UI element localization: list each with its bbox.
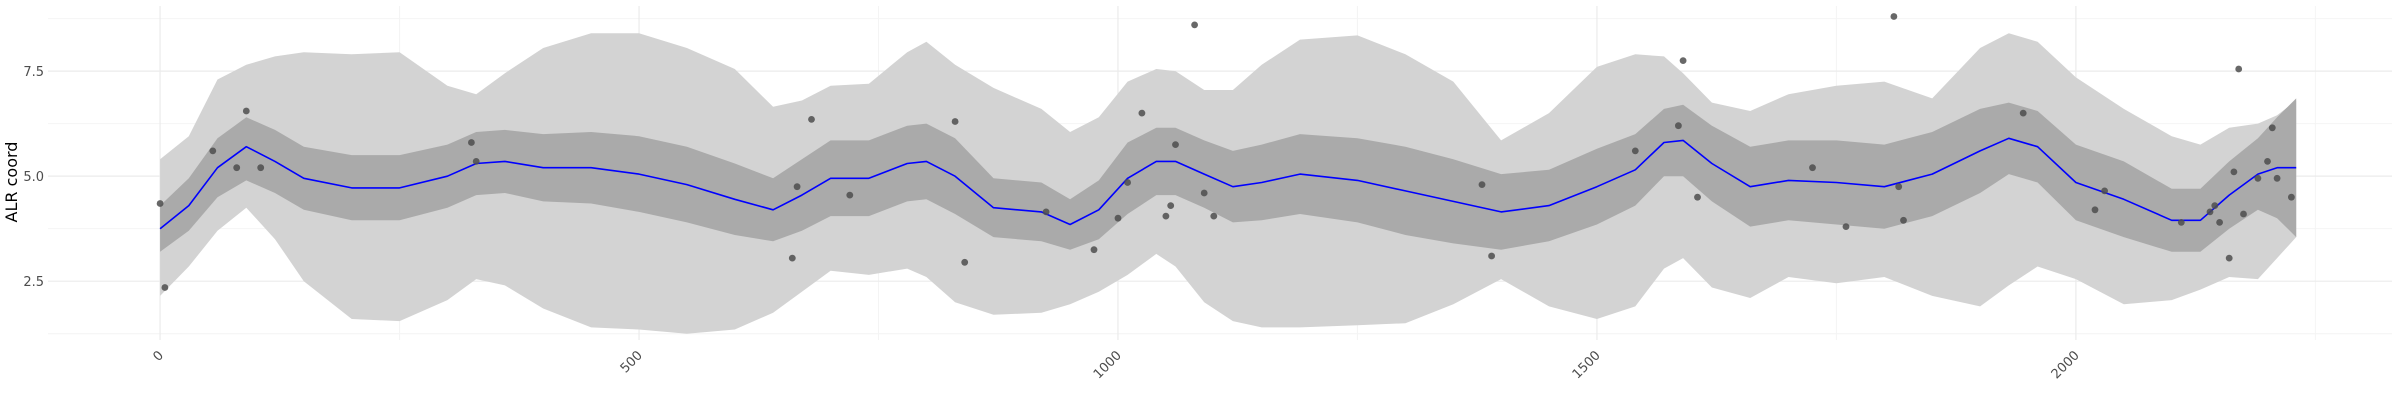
data-point: [242, 107, 250, 115]
data-point: [1842, 223, 1850, 231]
data-point: [2019, 109, 2027, 117]
data-point: [1890, 13, 1898, 20]
data-point: [1895, 183, 1903, 191]
data-point: [808, 116, 815, 123]
data-point: [846, 191, 854, 199]
x-axis-ticks: 0 500 1000 1500 2000: [150, 348, 2082, 382]
fit-line: [159, 137, 2297, 230]
data-point: [961, 258, 969, 266]
data-point: [1090, 246, 1098, 254]
data-point: [257, 164, 265, 172]
data-point: [1631, 147, 1639, 155]
data-point: [2216, 219, 2224, 226]
data-point: [2101, 187, 2109, 195]
data-point: [788, 254, 796, 262]
data-point: [1172, 141, 1179, 149]
x-tick-label: 0: [150, 348, 166, 364]
x-tick-label: 1500: [1570, 348, 1604, 382]
data-points: [156, 13, 2295, 291]
x-tick-label: 2000: [2049, 348, 2083, 382]
data-point: [1675, 122, 1682, 130]
data-point: [2177, 219, 2185, 226]
data-point: [2230, 168, 2238, 176]
data-point: [2240, 210, 2247, 218]
data-point: [1210, 212, 1218, 220]
data-point: [2268, 124, 2276, 132]
data-point: [1809, 164, 1816, 172]
x-tick-label: 1000: [1091, 348, 1125, 382]
data-point: [1200, 189, 1208, 197]
data-point: [1694, 193, 1701, 201]
data-point: [1167, 202, 1175, 210]
data-point: [2206, 208, 2214, 216]
data-point: [2091, 206, 2099, 214]
confidence-bands: [160, 33, 2297, 334]
y-tick-label: 5.0: [23, 170, 44, 185]
data-point: [1478, 181, 1486, 189]
y-tick-label: 7.5: [23, 65, 44, 80]
data-point: [2288, 193, 2295, 201]
data-point: [2225, 254, 2233, 262]
data-point: [1138, 109, 1146, 117]
data-point: [1124, 179, 1131, 186]
data-point: [161, 284, 169, 291]
data-point: [2254, 174, 2262, 182]
data-point: [1191, 21, 1198, 29]
data-point: [793, 183, 801, 191]
data-point: [472, 158, 480, 165]
y-axis-title: ALR coord: [2, 142, 21, 223]
data-point: [209, 147, 217, 155]
data-point: [951, 118, 959, 125]
data-point: [2273, 174, 2281, 182]
data-point: [2211, 202, 2219, 210]
data-point: [233, 164, 241, 172]
data-point: [2264, 158, 2271, 165]
data-point: [1114, 214, 1122, 222]
y-axis-ticks: 2.5 5.0 7.5: [23, 65, 44, 290]
x-tick-label: 500: [618, 348, 646, 376]
data-point: [2235, 65, 2243, 73]
data-point: [468, 139, 475, 146]
fit-line-group: [159, 137, 2297, 230]
data-point: [1162, 212, 1170, 220]
inner-interval-band: [160, 98, 2297, 252]
data-point: [1488, 252, 1495, 260]
data-point: [156, 200, 164, 207]
y-tick-label: 2.5: [23, 275, 44, 290]
data-point: [1679, 57, 1687, 64]
data-point: [1900, 216, 1907, 224]
data-point: [1042, 208, 1050, 216]
